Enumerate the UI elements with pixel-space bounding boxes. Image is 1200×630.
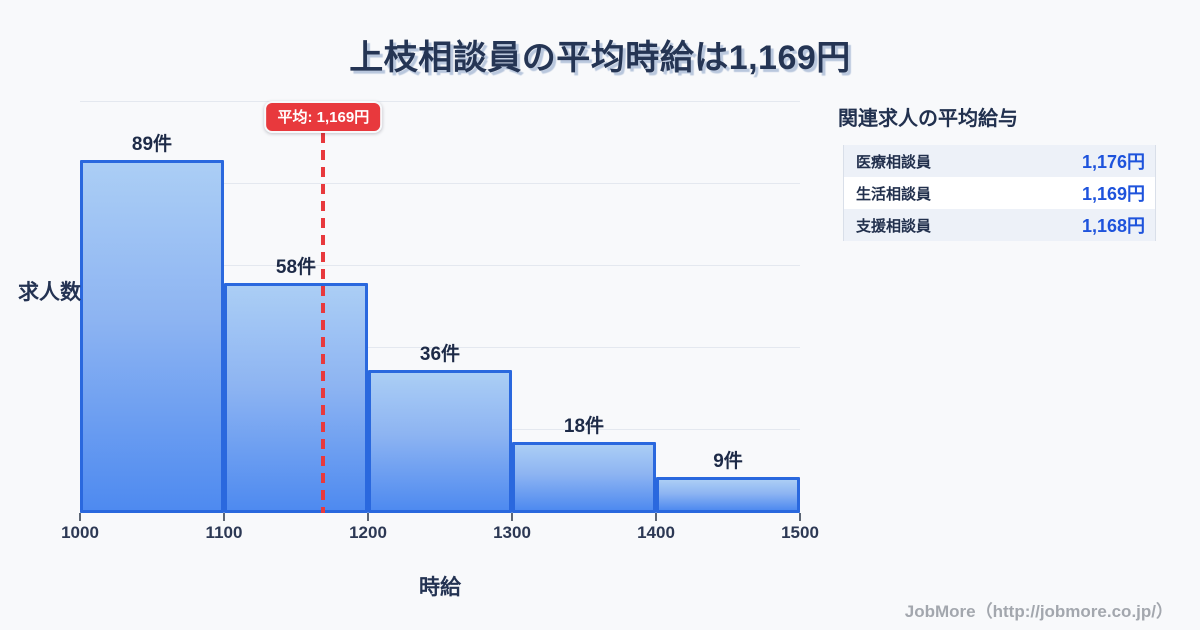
related-job-name: 生活相談員: [856, 185, 932, 203]
x-tick-mark: [223, 513, 225, 521]
related-job-name: 支援相談員: [856, 217, 932, 235]
average-badge: 平均: 1,169円: [264, 101, 383, 133]
x-tick-label: 1300: [493, 523, 531, 542]
x-tick-label: 1200: [349, 523, 387, 542]
x-tick-mark: [511, 513, 513, 521]
related-job-row: 支援相談員 1,168円: [844, 209, 1155, 241]
x-tick-label: 1100: [205, 523, 243, 542]
x-tick-mark: [367, 513, 369, 521]
x-tick-label: 1500: [781, 523, 819, 542]
x-tick-mark: [79, 513, 81, 521]
x-tick-label: 1000: [61, 523, 99, 542]
histogram-bar: [656, 477, 800, 513]
gridline: [80, 183, 800, 184]
related-job-wage: 1,169円: [1081, 184, 1145, 204]
histogram-bar: [368, 370, 512, 513]
bar-count-label: 9件: [713, 451, 743, 472]
page-title: 上枝相談員の平均時給は1,169円: [349, 39, 851, 77]
bar-count-label: 89件: [131, 134, 173, 155]
x-tick-label: 1400: [637, 523, 675, 542]
related-job-name: 医療相談員: [856, 153, 932, 171]
gridline: [80, 101, 800, 102]
gridline: [80, 347, 800, 348]
related-job-wage: 1,168円: [1081, 216, 1145, 236]
histogram-plot: 平均: 1,169円 89件 58件 36件 18件 9件 1000 1100 1200 130…: [61, 101, 819, 542]
related-job-wage: 1,176円: [1081, 152, 1145, 172]
related-jobs-panel-title: 関連求人の平均給与: [838, 108, 1018, 130]
related-job-row: 医療相談員 1,176円: [844, 145, 1155, 177]
site-credit: JobMore（http://jobmore.co.jp/）: [904, 602, 1173, 621]
bar-count-label: 18件: [563, 416, 605, 437]
histogram-bar: [512, 442, 656, 513]
histogram-bar: [80, 160, 224, 513]
x-axis-label: 時給: [419, 576, 461, 599]
related-job-row: 生活相談員 1,169円: [844, 177, 1155, 209]
histogram-bar: [224, 283, 368, 513]
bar-count-label: 36件: [419, 344, 461, 365]
related-jobs-table: 医療相談員 1,176円生活相談員 1,169円支援相談員 1,168円: [843, 145, 1156, 241]
gridline: [80, 265, 800, 266]
average-line: [321, 133, 326, 513]
x-tick-mark: [799, 513, 801, 521]
x-tick-mark: [655, 513, 657, 521]
y-axis-label: 求人数: [18, 281, 81, 304]
bar-count-label: 58件: [275, 257, 317, 278]
